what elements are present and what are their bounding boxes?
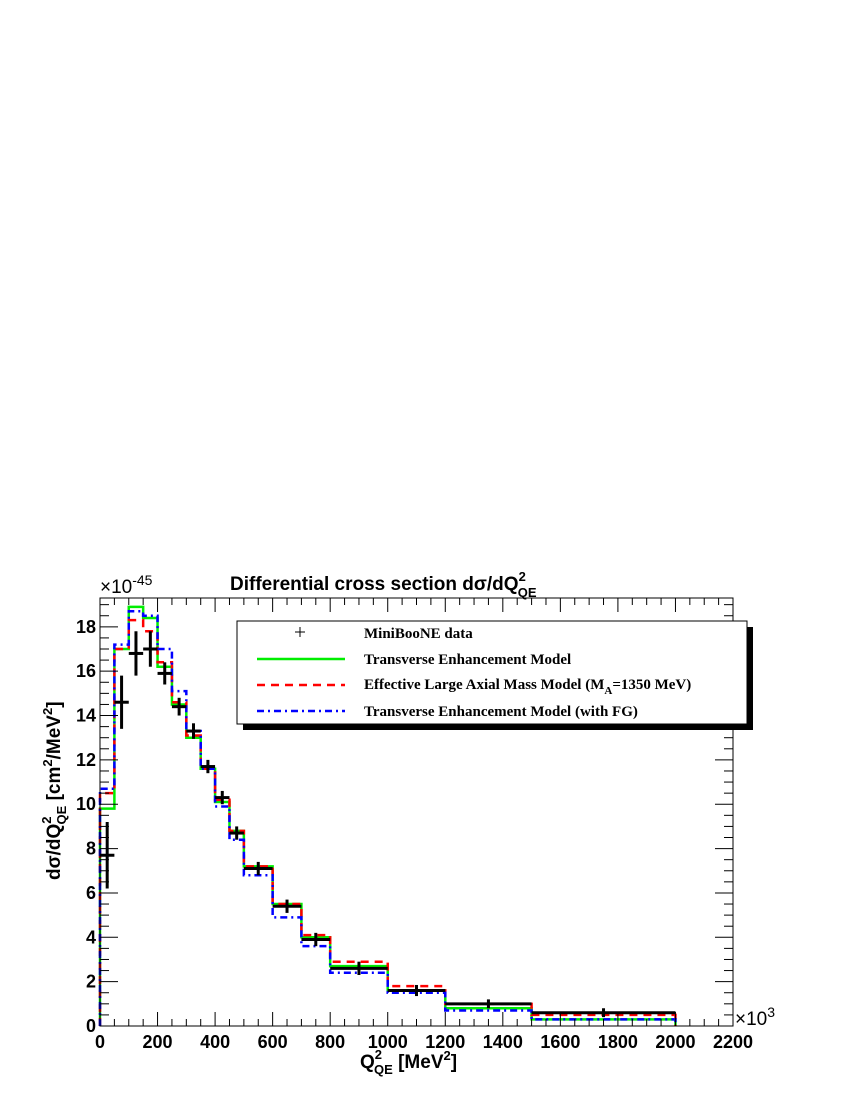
- axes: 0 200 400 600 800 1000 1200 1400 1600 1800 2000 220…: [76, 597, 753, 1052]
- y-axis-title-sup: 2: [39, 816, 54, 823]
- y-axis-title-main: dσ/dQ: [44, 824, 65, 880]
- y-axis-title-unit-sup: 2: [40, 759, 55, 766]
- legend: MiniBooNE data Transverse Enhancement Mo…: [236, 620, 753, 730]
- y-tick-label: 12: [76, 750, 96, 770]
- data-point-15: [445, 999, 532, 1009]
- x-tick-label: 600: [258, 1032, 288, 1052]
- legend-label-axial-mass-main: Effective Large Axial Mass Model (M: [364, 677, 604, 693]
- y-axis-title-sub: QE: [54, 805, 69, 824]
- data-point-16: [531, 1008, 676, 1018]
- data-point-11: [272, 899, 302, 913]
- data-point-14: [387, 984, 446, 997]
- x-tick-label: 1000: [368, 1032, 408, 1052]
- x-tick-label: 1200: [425, 1032, 465, 1052]
- legend-entry-data: MiniBooNE data: [295, 626, 473, 642]
- y-multiplier-exp: -45: [132, 572, 152, 588]
- y-tick-label: 18: [76, 617, 96, 637]
- legend-label-transverse-fg: Transverse Enhancement Model (with FG): [364, 704, 638, 720]
- legend-entry-transverse: Transverse Enhancement Model: [257, 652, 571, 668]
- chart-title-sup: 2: [519, 569, 526, 584]
- y-tick-label: 0: [86, 1016, 96, 1036]
- x-axis-title-unit-end: ]: [451, 1052, 457, 1073]
- x-tick-label: 1600: [540, 1032, 580, 1052]
- legend-label-axial-mass: Effective Large Axial Mass Model (MA=135…: [364, 677, 691, 697]
- x-tick-label: 200: [143, 1032, 173, 1052]
- x-tick-label: 0: [95, 1032, 105, 1052]
- y-axis-title-unit-end: ]: [44, 701, 65, 707]
- legend-label-axial-mass-sub: A: [604, 685, 612, 697]
- legend-label-transverse: Transverse Enhancement Model: [364, 652, 571, 668]
- data-point-5: [171, 697, 187, 716]
- data-point-13: [330, 961, 388, 975]
- data-point-3: [143, 631, 158, 667]
- x-multiplier: ×103: [735, 1004, 775, 1030]
- legend-label-axial-mass-end: =1350 MeV): [612, 677, 691, 693]
- plot-marks: [98, 605, 677, 1026]
- x-axis-title-main: Q: [360, 1052, 375, 1073]
- data-point-9: [229, 826, 244, 840]
- y-multiplier-base: ×10: [100, 577, 132, 598]
- x-tick-label: 800: [315, 1032, 345, 1052]
- chart-title: Differential cross section dσ/dQ2 QE: [230, 569, 537, 600]
- x-multiplier-base: ×10: [735, 1009, 767, 1030]
- data-point-10: [243, 861, 273, 876]
- data-point-7: [200, 759, 216, 774]
- y-axis-title: dσ/dQ2QE [cm2/MeV2]: [39, 701, 69, 880]
- legend-box: [236, 620, 748, 725]
- y-tick-label: 2: [86, 972, 96, 992]
- legend-entry-transverse-fg: Transverse Enhancement Model (with FG): [257, 704, 638, 720]
- data-point-8: [215, 790, 230, 805]
- data-point-2: [128, 631, 144, 676]
- x-tick-label: 400: [200, 1032, 230, 1052]
- y-tick-label: 16: [76, 661, 96, 681]
- series-3-step: [98, 610, 677, 1026]
- y-multiplier: ×10-45: [100, 572, 153, 598]
- y-tick-label: 10: [76, 794, 96, 814]
- y-tick-label: 4: [86, 927, 96, 947]
- legend-entry-axial-mass: Effective Large Axial Mass Model (MA=135…: [257, 677, 691, 697]
- chart-title-main: Differential cross section dσ/dQ: [230, 574, 519, 595]
- x-tick-label: 1400: [483, 1032, 523, 1052]
- x-multiplier-exp: 3: [767, 1004, 775, 1020]
- y-axis-title-unit: [cm: [44, 767, 65, 806]
- data-point-12: [301, 932, 331, 947]
- x-axis-title-unit-sup: 2: [444, 1048, 451, 1063]
- x-tick-label: 2000: [655, 1032, 695, 1052]
- y-tick-label: 14: [76, 706, 96, 726]
- y-axis-title-unit-mid: /MeV: [44, 715, 65, 760]
- y-tick-label: 6: [86, 883, 96, 903]
- y-axis-title-unit-sup2: 2: [40, 708, 55, 715]
- data-point-1: [114, 675, 129, 729]
- y-tick-label: 8: [86, 839, 96, 859]
- x-axis-title-sup: 2: [375, 1047, 382, 1062]
- data-points: [100, 631, 676, 1018]
- x-axis-title-unit: [MeV: [393, 1052, 444, 1073]
- chart-title-sub: QE: [518, 585, 537, 600]
- x-tick-label: 1800: [598, 1032, 638, 1052]
- data-point-4: [157, 662, 172, 685]
- x-tick-label: 2200: [713, 1032, 753, 1052]
- x-axis-title: Q2 QE [MeV2]: [360, 1047, 457, 1077]
- x-axis-title-sub: QE: [374, 1062, 393, 1077]
- data-point-6: [186, 723, 201, 739]
- legend-label-data: MiniBooNE data: [364, 626, 473, 642]
- data-point-0: [100, 821, 115, 889]
